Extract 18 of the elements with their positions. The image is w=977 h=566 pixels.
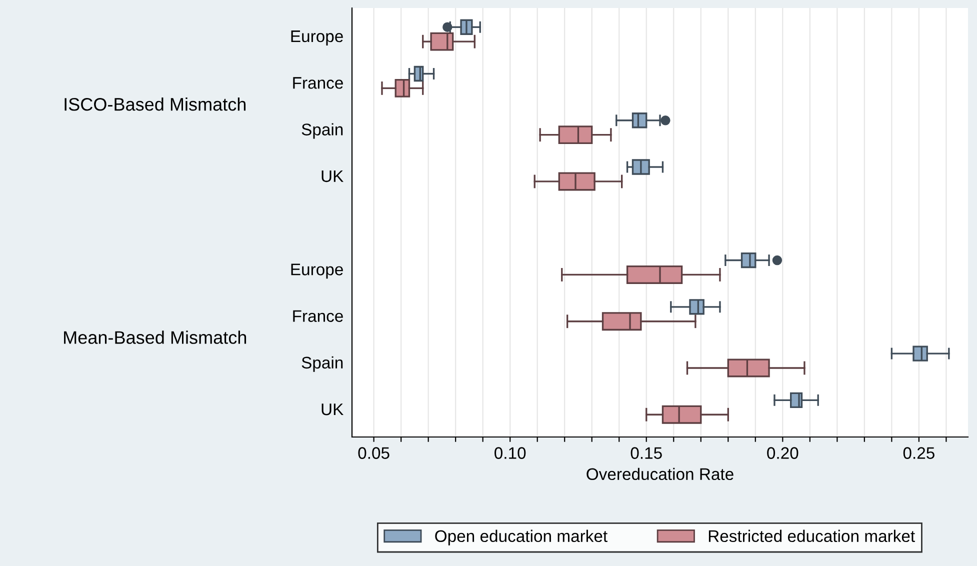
y-tick-label: UK [322, 170, 344, 182]
y-tick-label: France [293, 77, 343, 89]
legend-label: Restricted education market [708, 530, 915, 542]
x-tick-label: 0.15 [630, 447, 662, 459]
x-axis-title: Overeducation Rate [586, 468, 734, 480]
x-tick-label: 0.10 [494, 447, 526, 459]
y-tick-label: Europe [291, 264, 343, 279]
y-tick-label: Spain [302, 356, 343, 372]
x-tick-label: 0.20 [767, 447, 798, 459]
y-tick-label: UK [322, 404, 344, 416]
text: Mean-Based Mismatch [64, 330, 246, 344]
y-tick-label: Europe [291, 30, 343, 46]
x-tick-label: 0.25 [903, 447, 934, 459]
text: ISCO-Based Mismatch [64, 98, 246, 111]
x-tick-label: 0.05 [358, 447, 390, 459]
legend-label: Open education market [435, 530, 608, 546]
y-tick-label: France [293, 310, 343, 322]
y-tick-label: Spain [302, 123, 343, 139]
